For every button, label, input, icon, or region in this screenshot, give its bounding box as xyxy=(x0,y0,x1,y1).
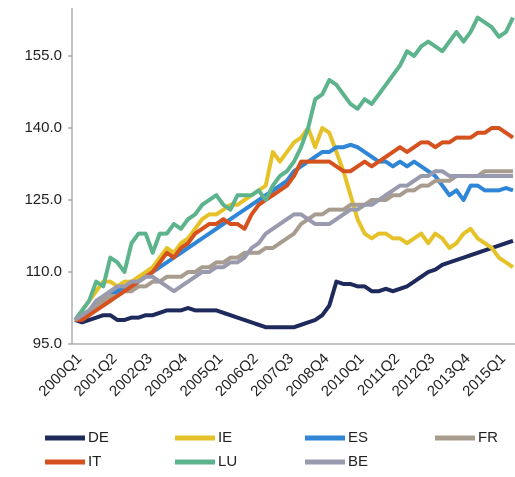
legend-label: IE xyxy=(218,429,232,446)
y-tick-label: 140.0 xyxy=(24,119,62,136)
series-line xyxy=(73,169,513,322)
legend-label: IT xyxy=(88,453,101,470)
legend-label: FR xyxy=(478,429,498,446)
y-tick-label: 155.0 xyxy=(24,47,62,64)
legend-label: ES xyxy=(348,429,368,446)
legend-label: LU xyxy=(218,453,237,470)
y-tick-label: 125.0 xyxy=(24,191,62,208)
series-line xyxy=(73,126,515,322)
y-tick-label: 95.0 xyxy=(33,335,62,352)
series-line xyxy=(73,169,513,322)
legend-label: BE xyxy=(348,453,368,470)
series-line xyxy=(74,238,514,330)
y-tick-label: 110.0 xyxy=(26,263,62,280)
legend-label: DE xyxy=(88,429,109,446)
series-line xyxy=(73,15,515,322)
series-line xyxy=(75,126,515,322)
